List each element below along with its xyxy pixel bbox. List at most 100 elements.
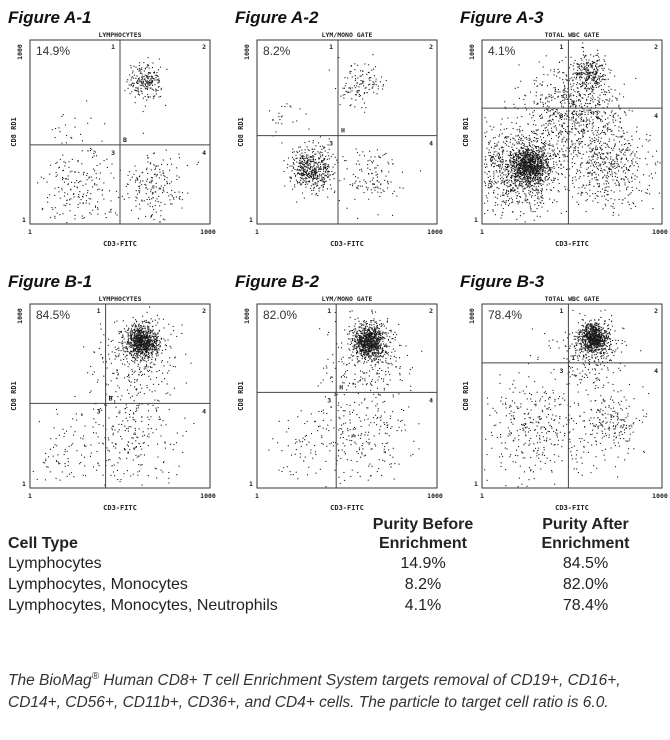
data-point	[74, 218, 75, 219]
data-point	[113, 177, 114, 178]
data-point	[537, 170, 538, 171]
data-point	[581, 131, 582, 132]
data-point	[622, 149, 623, 150]
data-point	[169, 199, 170, 200]
data-point	[318, 166, 319, 167]
data-point	[632, 139, 633, 140]
data-point	[596, 177, 597, 178]
data-point	[138, 78, 139, 79]
data-point	[356, 91, 357, 92]
data-point	[603, 74, 604, 75]
data-point	[615, 143, 616, 144]
data-point	[528, 172, 529, 173]
quadrant-label: 3	[111, 149, 115, 157]
data-point	[148, 84, 149, 85]
data-point	[574, 110, 575, 111]
data-point	[598, 78, 599, 79]
data-point	[551, 109, 552, 110]
data-point	[497, 198, 498, 199]
data-point	[549, 145, 550, 146]
data-point	[593, 134, 594, 135]
data-point	[368, 199, 369, 200]
data-point	[619, 199, 620, 200]
data-point	[545, 149, 546, 150]
data-point	[601, 92, 602, 93]
data-point	[89, 212, 90, 213]
data-point	[586, 126, 587, 127]
data-point	[556, 135, 557, 136]
data-point	[542, 94, 543, 95]
data-point	[571, 77, 572, 78]
data-point	[150, 96, 151, 97]
data-point	[153, 164, 154, 165]
data-point	[371, 156, 372, 157]
data-point	[624, 152, 625, 153]
data-point	[59, 214, 60, 215]
data-point	[535, 175, 536, 176]
data-point	[503, 169, 504, 170]
data-point	[55, 207, 56, 208]
data-point	[595, 71, 596, 72]
data-point	[559, 91, 560, 92]
data-point	[623, 96, 624, 97]
data-point	[68, 183, 69, 184]
data-point	[593, 113, 594, 114]
data-point	[499, 170, 500, 171]
data-point	[562, 60, 563, 61]
data-point	[503, 208, 504, 209]
data-point	[535, 161, 536, 162]
data-point	[537, 154, 538, 155]
data-point	[497, 187, 498, 188]
data-point	[614, 172, 615, 173]
data-point	[296, 180, 297, 181]
data-point	[537, 86, 538, 87]
data-point	[161, 175, 162, 176]
data-point	[548, 178, 549, 179]
data-point	[542, 118, 543, 119]
data-point	[308, 157, 309, 158]
data-point	[585, 144, 586, 145]
data-point	[493, 127, 494, 128]
data-point	[562, 72, 563, 73]
data-point	[547, 74, 548, 75]
data-point	[503, 150, 504, 151]
data-point	[591, 173, 592, 174]
data-point	[125, 342, 126, 343]
data-point	[600, 77, 601, 78]
data-point	[130, 331, 131, 332]
data-point	[604, 84, 605, 85]
data-point	[632, 163, 633, 164]
data-point	[581, 141, 582, 142]
data-point	[508, 136, 509, 137]
data-point	[586, 82, 587, 83]
data-point	[592, 138, 593, 139]
data-point	[491, 185, 492, 186]
data-point	[559, 157, 560, 158]
data-point	[592, 66, 593, 67]
data-point	[590, 98, 591, 99]
data-point	[542, 160, 543, 161]
data-point	[564, 100, 565, 101]
data-point	[549, 199, 550, 200]
data-point	[574, 187, 575, 188]
data-point	[536, 164, 537, 165]
data-point	[576, 129, 577, 130]
data-point	[498, 157, 499, 158]
data-point	[74, 186, 75, 187]
data-point	[505, 180, 506, 181]
data-point	[529, 168, 530, 169]
data-point	[547, 98, 548, 99]
data-point	[308, 160, 309, 161]
data-point	[629, 110, 630, 111]
data-point	[161, 210, 162, 211]
data-point	[305, 187, 306, 188]
data-point	[586, 78, 587, 79]
data-point	[313, 158, 314, 159]
data-point	[540, 159, 541, 160]
data-point	[521, 147, 522, 148]
data-point	[533, 133, 534, 134]
data-point	[305, 184, 306, 185]
data-point	[631, 178, 632, 179]
data-point	[495, 214, 496, 215]
data-point	[526, 165, 527, 166]
